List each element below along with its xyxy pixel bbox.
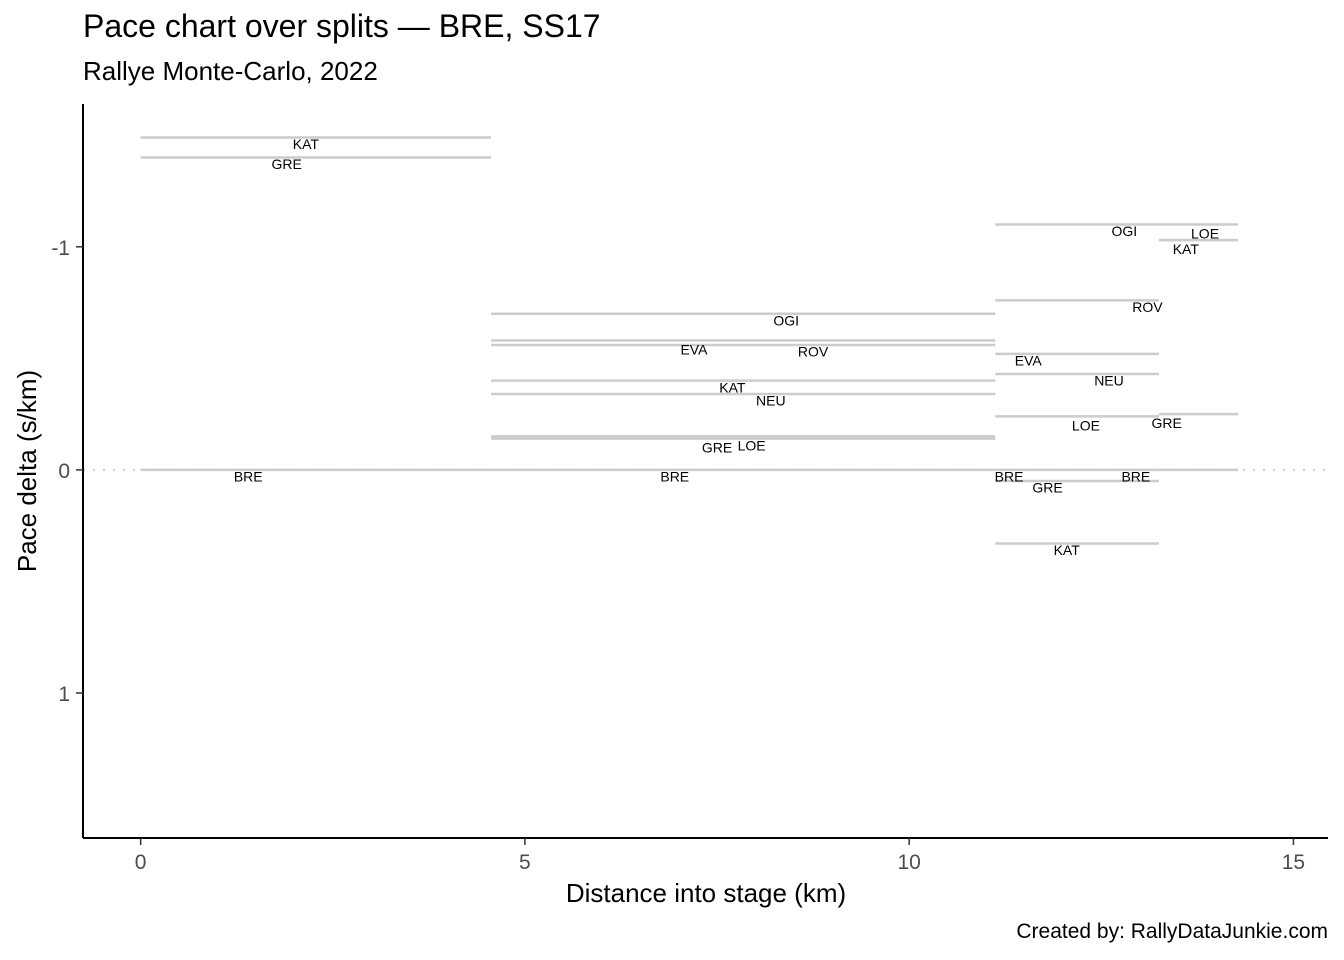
y-tick-label: 0 (58, 460, 70, 483)
segment-label-bre: BRE (1121, 469, 1150, 485)
y-axis-label: Pace delta (s/km) (12, 370, 42, 572)
segment-label-gre: GRE (702, 440, 732, 456)
segment-label-loe: LOE (1191, 225, 1219, 241)
segment-label-rov: ROV (1132, 299, 1163, 315)
segment-label-bre: BRE (660, 469, 689, 485)
segment-label-neu: NEU (756, 393, 786, 409)
segment-label-kat: KAT (719, 379, 746, 395)
segment-label-kat: KAT (1054, 542, 1081, 558)
segment-label-loe: LOE (1072, 417, 1100, 433)
segment-label-ogi: OGI (1112, 223, 1138, 239)
segment-label-gre: GRE (1151, 415, 1181, 431)
x-tick-label: 5 (519, 851, 531, 874)
segment-label-gre: GRE (1032, 480, 1062, 496)
segments-layer (140, 136, 1239, 545)
y-tick-label: 1 (58, 683, 70, 706)
x-axis-label: Distance into stage (km) (566, 878, 846, 908)
segment-label-kat: KAT (293, 136, 320, 152)
segment-label-bre: BRE (234, 469, 263, 485)
segment-label-rov: ROV (798, 344, 829, 360)
segment-label-ogi: OGI (773, 312, 799, 328)
segment-label-bre: BRE (995, 469, 1024, 485)
axes-layer: 0 5 10 15 -1 0 1 (51, 104, 1328, 874)
x-tick-label: 10 (897, 851, 920, 874)
x-tick-label: 15 (1282, 851, 1305, 874)
chart-subtitle: Rallye Monte-Carlo, 2022 (83, 56, 378, 86)
chart-title: Pace chart over splits — BRE, SS17 (83, 8, 601, 44)
segment-label-neu: NEU (1094, 373, 1124, 389)
segment-label-eva: EVA (680, 341, 708, 357)
segment-label-eva: EVA (1015, 353, 1043, 369)
labels-layer: BRE KAT GRE BRE OGI EVA ROV KAT NEU GRE LOE BRE OGI R… (234, 136, 1219, 558)
segment-label-loe: LOE (738, 437, 766, 453)
x-tick-label: 0 (135, 851, 147, 874)
segment-label-gre: GRE (271, 156, 301, 172)
y-tick-label: -1 (51, 237, 70, 260)
segment-label-kat: KAT (1173, 241, 1200, 257)
chart-caption: Created by: RallyDataJunkie.com (1016, 920, 1328, 943)
